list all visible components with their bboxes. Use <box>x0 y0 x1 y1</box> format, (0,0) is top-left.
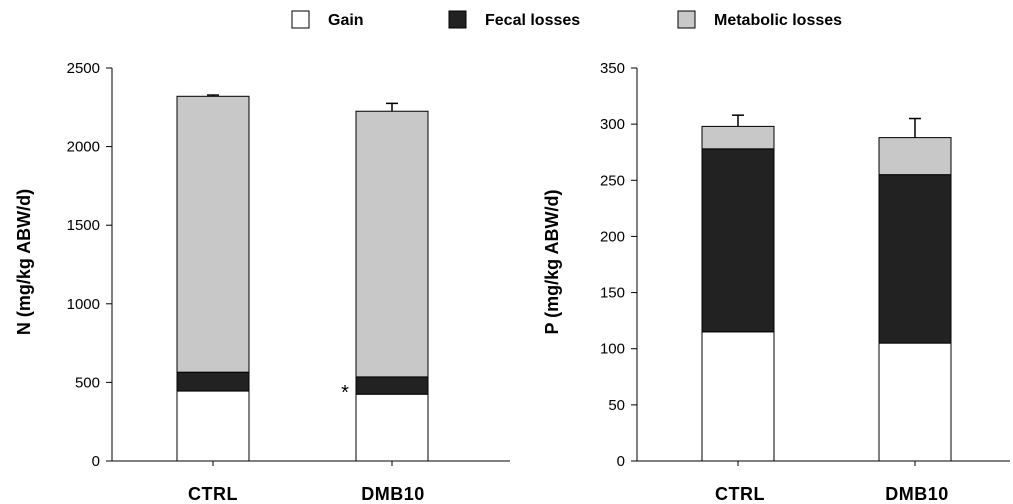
y-tick-label: 2500 <box>67 60 100 77</box>
bar-segment-metabolic-losses-dmb10 <box>355 110 429 378</box>
bar-segment-gain-ctrl <box>176 390 250 462</box>
bar-segment-fecal-losses-dmb10 <box>878 174 952 344</box>
legend-label-metabolic-losses: Metabolic losses <box>714 12 842 29</box>
chart-panel-n: 0 500 1000 1500 2000 2500 N (mg/kg ABW/d) CTRL D… <box>14 60 510 504</box>
bar-segment-metabolic-losses-ctrl <box>176 95 250 373</box>
chart-panel-p: 0 50 100 150 200 250 300 350 P (mg/kg ABW/d) CTRL… <box>542 60 1010 504</box>
legend-label-fecal-losses: Fecal losses <box>485 12 580 29</box>
legend-swatch-gain <box>291 10 310 29</box>
bar-segment-gain-dmb10 <box>355 393 429 462</box>
y-axis-title: N (mg/kg ABW/d) <box>14 189 34 335</box>
bar-segment-metabolic-losses-ctrl <box>701 125 775 150</box>
y-tick-label: 150 <box>600 285 625 302</box>
x-tick-label-dmb10: DMB10 <box>361 484 425 504</box>
y-tick-label: 1500 <box>67 217 100 234</box>
y-tick-label: 0 <box>617 453 625 470</box>
y-tick-label: 300 <box>600 116 625 133</box>
bar-segment-gain-dmb10 <box>878 342 952 462</box>
y-tick-label: 100 <box>600 341 625 358</box>
y-tick-label: 2000 <box>67 139 100 156</box>
y-tick-label: 0 <box>92 453 100 470</box>
y-tick-label: 1000 <box>67 296 100 313</box>
legend-label-gain: Gain <box>328 12 364 29</box>
y-tick-label: 50 <box>608 397 625 414</box>
bar-segment-metabolic-losses-dmb10 <box>878 137 952 176</box>
bar-segment-fecal-losses-ctrl <box>176 371 250 392</box>
x-tick-label-ctrl: CTRL <box>188 484 238 504</box>
y-tick-label: 350 <box>600 60 625 77</box>
legend: Gain Fecal losses Metabolic losses <box>291 10 842 29</box>
bar-segment-fecal-losses-dmb10 <box>355 376 429 395</box>
x-tick-label-ctrl: CTRL <box>715 484 765 504</box>
y-tick-label: 200 <box>600 228 625 245</box>
bar-segment-fecal-losses-ctrl <box>701 148 775 333</box>
y-tick-label: 250 <box>600 172 625 189</box>
significance-marker: * <box>341 382 349 404</box>
y-tick-label: 500 <box>75 374 100 391</box>
y-axis-title: P (mg/kg ABW/d) <box>542 190 562 335</box>
bar-segment-gain-ctrl <box>701 331 775 462</box>
legend-swatch-metabolic-losses <box>677 10 696 29</box>
x-tick-label-dmb10: DMB10 <box>885 484 949 504</box>
legend-swatch-fecal-losses <box>448 10 467 29</box>
